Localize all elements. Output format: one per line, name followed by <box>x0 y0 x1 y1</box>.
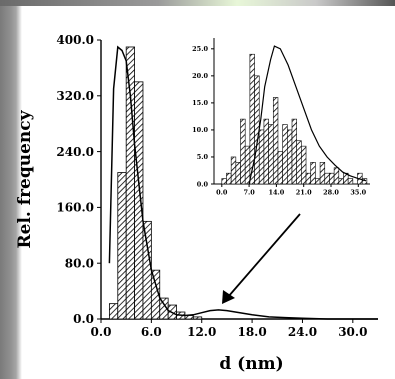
inset-bar <box>315 178 321 185</box>
inset-bar <box>282 124 288 185</box>
main-y-axis-title: Rel. frequency <box>15 109 35 248</box>
main-bar <box>192 316 203 320</box>
main-y-tick-label: 400.0 <box>56 33 94 47</box>
main-bar <box>150 269 161 320</box>
main-x-tick-label: 0.0 <box>91 325 112 339</box>
inset-chart: 0.0 7.0 14.0 21.0 28.0 35.0 0.0 5.0 10.0 15.0 20.0… <box>192 38 370 197</box>
inset-y-tick-label: 15.0 <box>192 99 208 107</box>
main-x-tick-label: 12.0 <box>187 325 216 339</box>
inset-x-tick-label: 0.0 <box>216 189 228 197</box>
inset-y-tick-label: 0.0 <box>197 180 209 188</box>
inset-y-tick-label: 5.0 <box>197 153 209 161</box>
callout-arrow-head <box>222 290 235 304</box>
inset-bar <box>347 178 354 185</box>
inset-y-tick-label: 20.0 <box>192 72 208 80</box>
inset-bar <box>324 172 330 185</box>
inset-y-tick-label: 10.0 <box>192 126 208 134</box>
inset-bar <box>305 172 312 185</box>
inset-bar <box>287 129 293 185</box>
main-bar <box>142 220 152 320</box>
main-x-axis-title: d (nm) <box>219 354 283 374</box>
inset-bar <box>258 129 265 185</box>
main-y-tick-label: 80.0 <box>65 256 94 270</box>
main-fit-curve <box>108 45 378 320</box>
main-x-tick-label: 18.0 <box>237 325 266 339</box>
inset-bar <box>319 162 326 185</box>
inset-bar <box>272 97 279 185</box>
main-bar <box>125 46 135 320</box>
callout-arrow-line <box>227 213 301 298</box>
main-bar <box>134 81 144 320</box>
main-y-tick-label: 320.0 <box>56 89 94 103</box>
main-y-tick-label: 160.0 <box>56 201 94 215</box>
inset-x-tick-label: 28.0 <box>323 189 339 197</box>
inset-bar <box>226 172 232 185</box>
inset-bar <box>235 162 241 185</box>
inset-fit-curve <box>248 45 367 185</box>
inset-bar <box>277 151 283 185</box>
main-chart: 0.0 6.0 12.0 18.0 24.0 30.0 0.0 80.0 160.0 240.0 3… <box>15 33 378 374</box>
main-x-tick-label: 6.0 <box>141 325 162 339</box>
inset-bar <box>310 162 316 185</box>
inset-x-tick-label: 21.0 <box>296 189 312 197</box>
inset-bar <box>221 178 227 185</box>
main-x-tick-label: 30.0 <box>338 325 367 339</box>
inset-bar <box>291 118 297 185</box>
main-bar <box>108 303 119 320</box>
main-x-tick-label: 24.0 <box>288 325 317 339</box>
inset-bar <box>301 145 307 185</box>
callout-arrow <box>222 213 301 304</box>
inset-bar <box>230 156 237 185</box>
main-y-tick-label: 240.0 <box>56 145 94 159</box>
inset-bar <box>244 145 251 185</box>
inset-x-tick-label: 14.0 <box>268 189 284 197</box>
inset-bar <box>361 178 368 185</box>
inset-x-tick-label: 7.0 <box>243 189 255 197</box>
inset-bar <box>338 178 344 185</box>
inset-bar <box>296 140 302 185</box>
top-decor-strip <box>0 0 395 6</box>
inset-bar <box>268 124 274 185</box>
main-y-tick-label: 0.0 <box>73 312 94 326</box>
main-bar <box>117 172 127 320</box>
inset-bar <box>263 118 269 185</box>
inset-bar <box>329 172 335 185</box>
inset-bar <box>333 167 340 185</box>
inset-bar <box>240 118 246 185</box>
inset-y-tick-label: 25.0 <box>192 45 208 53</box>
inset-x-tick-label: 35.0 <box>350 189 366 197</box>
